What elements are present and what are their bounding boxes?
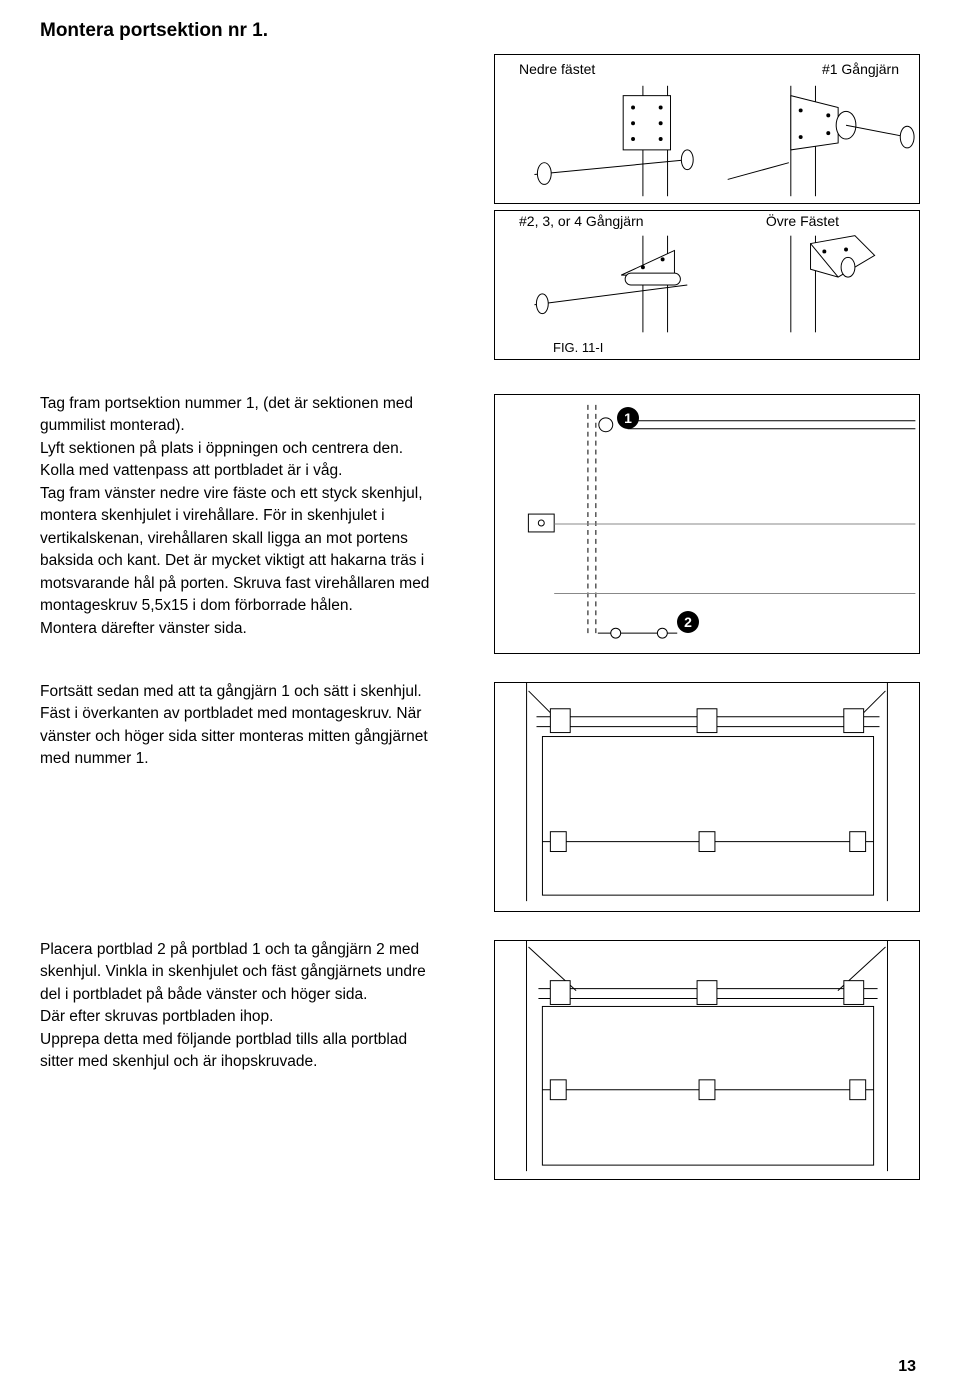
para1-l4: Tag fram vänster nedre vire fäste och et… bbox=[40, 484, 470, 504]
section-1: Tag fram portsektion nummer 1, (det är s… bbox=[40, 394, 920, 654]
para2: Fortsätt sedan med att ta gångjärn 1 och… bbox=[40, 682, 470, 912]
top-row: Nedre fästet #1 Gångjärn bbox=[40, 54, 920, 366]
para1: Tag fram portsektion nummer 1, (det är s… bbox=[40, 394, 470, 654]
para3-l4: Upprepa detta med följande portblad till… bbox=[40, 1030, 470, 1050]
para1-l10: Montera därefter vänster sida. bbox=[40, 619, 470, 639]
doorframe-svg-1 bbox=[495, 683, 919, 911]
para3-l0: Placera portblad 2 på portblad 1 och ta … bbox=[40, 940, 470, 960]
figure-caption: FIG. 11-I bbox=[553, 340, 603, 355]
para1-l9: montageskruv 5,5x15 i dom förborrade hål… bbox=[40, 596, 470, 616]
para1-l1: gummilist monterad). bbox=[40, 416, 470, 436]
section-3: Placera portblad 2 på portblad 1 och ta … bbox=[40, 940, 920, 1180]
top-figure-column: Nedre fästet #1 Gångjärn bbox=[494, 54, 920, 366]
figure-hinge-bottom: #2, 3, or 4 Gångjärn Övre Fästet bbox=[494, 210, 920, 360]
para2-l2: vänster och höger sida sitter monteras m… bbox=[40, 727, 470, 747]
marker-1: 1 bbox=[617, 407, 639, 429]
label-hinge234: #2, 3, or 4 Gångjärn bbox=[519, 213, 644, 229]
hinge-diagram-2 bbox=[495, 235, 919, 333]
track-svg bbox=[495, 395, 919, 653]
para1-l8: motsvarande hål på porten. Skruva fast v… bbox=[40, 574, 470, 594]
figure-track-install: 1 2 bbox=[494, 394, 920, 654]
label-ovre: Övre Fästet bbox=[766, 213, 839, 229]
para2-l3: med nummer 1. bbox=[40, 749, 470, 769]
para3-l2: del i portbladet på både vänster och hög… bbox=[40, 985, 470, 1005]
para1-l0: Tag fram portsektion nummer 1, (det är s… bbox=[40, 394, 470, 414]
para3-l3: Där efter skruvas portbladen ihop. bbox=[40, 1007, 470, 1027]
para2-l1: Fäst i överkanten av portbladet med mont… bbox=[40, 704, 470, 724]
para1-l7: baksida och kant. Det är mycket viktigt … bbox=[40, 551, 470, 571]
figure-door-frame-2 bbox=[494, 940, 920, 1180]
label-nedre: Nedre fästet bbox=[519, 61, 595, 77]
page-number: 13 bbox=[898, 1358, 916, 1376]
para1-l3: Kolla med vattenpass att portbladet är i… bbox=[40, 461, 470, 481]
marker-2: 2 bbox=[677, 611, 699, 633]
page-title: Montera portsektion nr 1. bbox=[40, 20, 920, 42]
para1-l6: vertikalskenan, virehållaren skall ligga… bbox=[40, 529, 470, 549]
para3-l1: skenhjul. Vinkla in skenhjulet och fäst … bbox=[40, 962, 470, 982]
figure-hinge-top: Nedre fästet #1 Gångjärn bbox=[494, 54, 920, 204]
figure-door-frame-1 bbox=[494, 682, 920, 912]
doorframe-svg-2 bbox=[495, 941, 919, 1179]
para3-l5: sitter med skenhjul och är ihopskruvade. bbox=[40, 1052, 470, 1072]
para3: Placera portblad 2 på portblad 1 och ta … bbox=[40, 940, 470, 1180]
para1-l5: montera skenhjulet i virehållare. För in… bbox=[40, 506, 470, 526]
section-2: Fortsätt sedan med att ta gångjärn 1 och… bbox=[40, 682, 920, 912]
para2-l0: Fortsätt sedan med att ta gångjärn 1 och… bbox=[40, 682, 470, 702]
para1-l2: Lyft sektionen på plats i öppningen och … bbox=[40, 439, 470, 459]
hinge-diagram-1 bbox=[495, 85, 919, 197]
label-hinge1: #1 Gångjärn bbox=[822, 61, 899, 77]
